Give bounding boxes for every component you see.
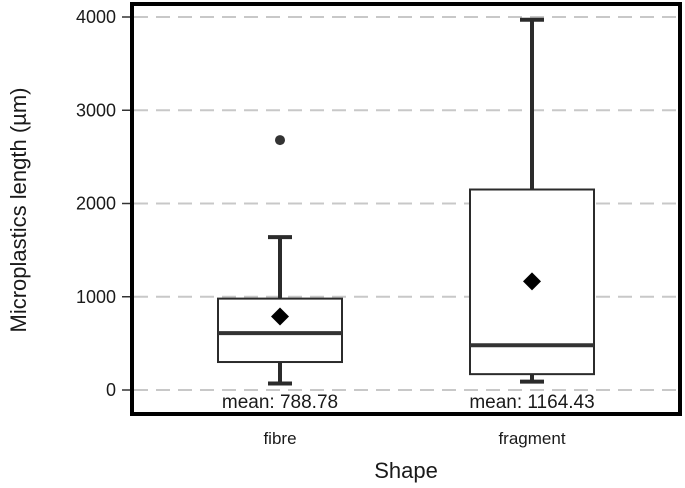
y-tick-label: 2000	[76, 194, 116, 214]
mean-marker	[523, 272, 541, 291]
grid-lines	[134, 16, 678, 391]
x-tick-label: fibre	[263, 429, 296, 448]
box-fibre	[217, 135, 343, 386]
x-axis-ticks: fibre fragment	[263, 429, 565, 448]
mean-label: mean: 788.78	[222, 392, 338, 413]
plot-frame	[130, 2, 682, 416]
x-axis-title: Shape	[374, 458, 438, 483]
iqr-box	[217, 297, 343, 364]
y-tick-label: 3000	[76, 100, 116, 120]
y-tick-label: 0	[106, 380, 116, 400]
box-fragment	[469, 17, 595, 384]
y-tick-label: 1000	[76, 287, 116, 307]
y-axis-title: Microplastics length (µm)	[6, 88, 31, 333]
mean-labels: mean: 788.78 mean: 1164.43	[222, 392, 595, 413]
boxes	[217, 17, 595, 386]
y-tick-label: 4000	[76, 7, 116, 27]
mean-label: mean: 1164.43	[469, 392, 594, 413]
y-axis-ticks: 0 1000 2000 3000 4000	[76, 7, 132, 400]
mean-marker	[271, 307, 289, 326]
x-tick-label: fragment	[498, 429, 565, 448]
outlier-point	[275, 135, 285, 146]
